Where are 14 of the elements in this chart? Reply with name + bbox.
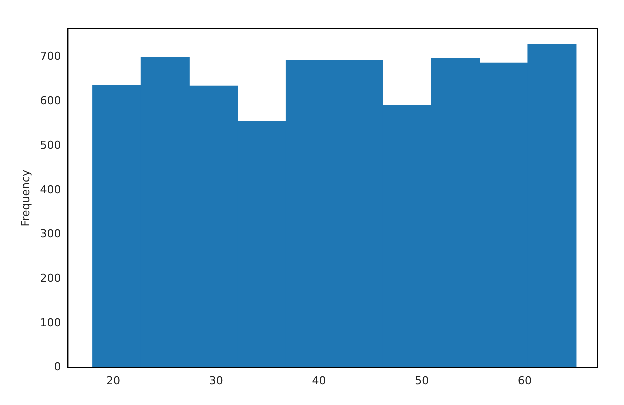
- y-tick-label: 700: [40, 50, 62, 64]
- y-tick-label: 300: [40, 228, 62, 241]
- x-tick-label: 50: [415, 374, 430, 388]
- y-tick-label: 0: [54, 360, 62, 374]
- x-tick-label: 60: [518, 374, 532, 388]
- y-tick-label: 600: [40, 94, 62, 108]
- y-tick-label: 100: [40, 316, 62, 330]
- x-tick-label: 30: [209, 374, 224, 388]
- y-tick-label: 400: [40, 183, 62, 196]
- x-tick-label: 20: [106, 374, 120, 388]
- y-axis-title: Frequency: [19, 170, 32, 227]
- x-tick-label: 40: [312, 374, 326, 388]
- y-tick-label: 200: [40, 272, 62, 285]
- y-tick-label: 500: [40, 138, 62, 152]
